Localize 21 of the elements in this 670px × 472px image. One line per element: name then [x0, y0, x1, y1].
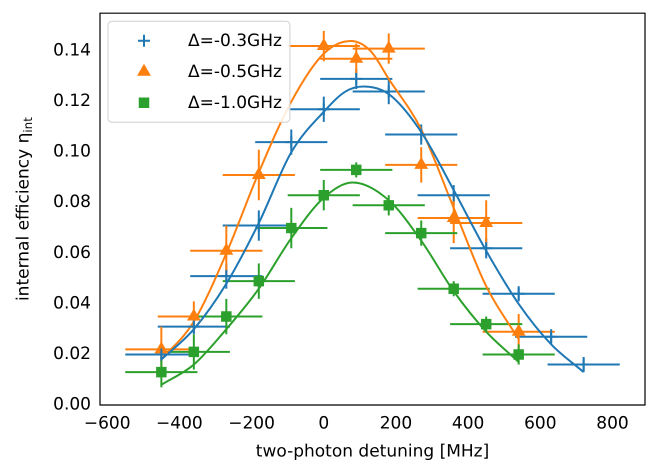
legend-label: Δ=-1.0GHz: [188, 93, 282, 114]
x-axis-title: two-photon detuning [MHz]: [256, 441, 490, 462]
y-tick-label: 0.12: [53, 91, 91, 112]
y-tick-label: 0.08: [53, 192, 91, 212]
x-tick-label: −600: [84, 414, 131, 434]
x-tick-label: −400: [156, 414, 203, 434]
y-tick-label: 0.14: [53, 40, 91, 61]
x-tick-label: 200: [380, 414, 412, 434]
y-axis-title: internal efficiency ηint: [13, 116, 36, 302]
x-tick-label: 400: [452, 414, 484, 434]
legend-label: Δ=-0.5GHz: [188, 62, 282, 82]
x-tick-label: 0: [318, 414, 330, 434]
y-tick-label: 0.06: [53, 242, 91, 263]
legend-label: Δ=-0.3GHz: [188, 31, 282, 52]
y-tick-label: 0.10: [53, 142, 91, 162]
y-tick-label: 0.04: [53, 293, 91, 314]
y-tick-label: 0.02: [53, 344, 91, 364]
x-tick-label: 800: [596, 414, 629, 434]
x-tick-label: −200: [228, 414, 275, 434]
x-tick-label: 600: [524, 414, 557, 434]
y-tick-label: 0.00: [53, 394, 91, 414]
